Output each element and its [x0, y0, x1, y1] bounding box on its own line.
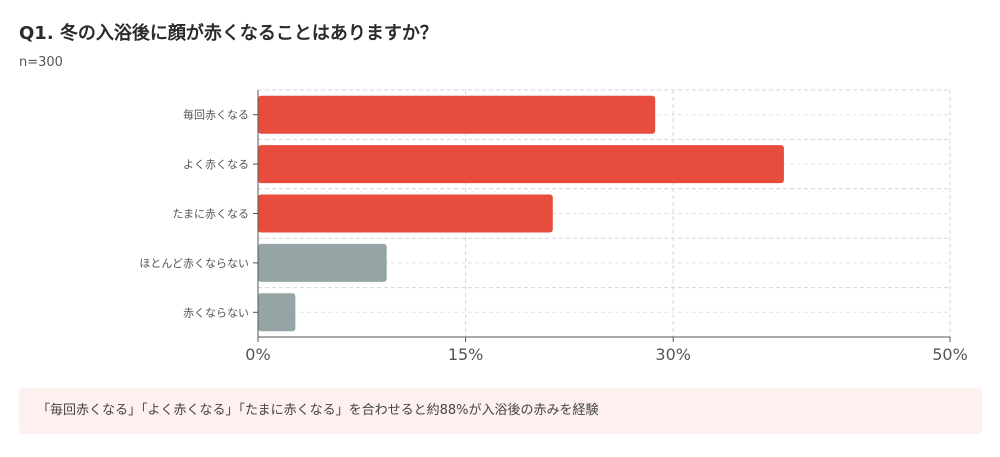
- y-tick-label: 毎回赤くなる: [183, 109, 249, 122]
- summary-note: 「毎回赤くなる」「よく赤くなる」「たまに赤くなる」を合わせると約88%が入浴後の…: [19, 388, 982, 434]
- bar: [258, 194, 553, 233]
- bar: [258, 95, 656, 134]
- y-tick-label: 赤くならない: [183, 306, 249, 319]
- bar: [258, 145, 784, 184]
- summary-note-text: 「毎回赤くなる」「よく赤くなる」「たまに赤くなる」を合わせると約88%が入浴後の…: [37, 403, 599, 418]
- bar: [258, 293, 296, 332]
- x-tick-label: 50%: [932, 345, 968, 364]
- y-tick-label: よく赤くなる: [183, 158, 249, 171]
- x-tick-label: 0%: [245, 345, 270, 364]
- question-title: Q1. 冬の入浴後に顔が赤くなることはありますか？: [19, 23, 438, 44]
- x-tick-label: 15%: [448, 345, 484, 364]
- sample-size-label: n=300: [19, 55, 63, 70]
- x-tick-label: 30%: [655, 345, 691, 364]
- bar: [258, 243, 387, 282]
- y-tick-label: ほとんど赤くならない: [139, 257, 249, 270]
- y-tick-label: たまに赤くなる: [172, 208, 249, 221]
